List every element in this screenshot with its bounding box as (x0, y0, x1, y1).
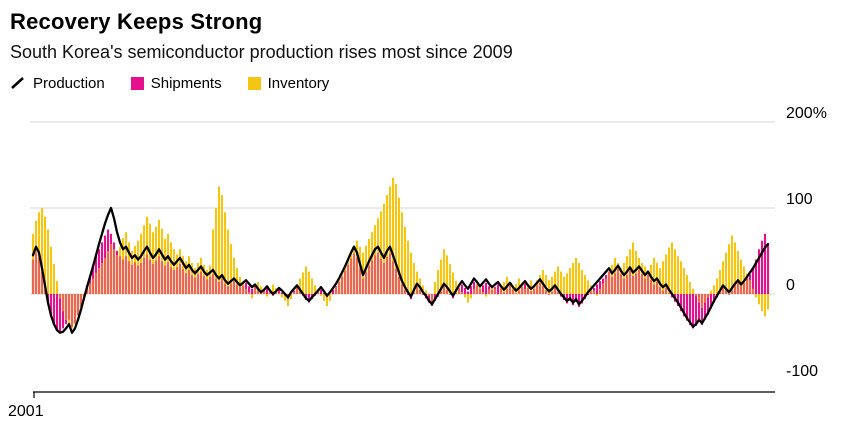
legend-label-inventory: Inventory (267, 74, 330, 92)
legend-item-shipments: Shipments (130, 74, 222, 92)
y-tick-label: -100 (786, 363, 818, 380)
production-line (31, 206, 770, 334)
x-axis-label: 2001 (8, 403, 44, 420)
legend-label-shipments: Shipments (150, 74, 222, 92)
chart-svg: 2001 200% 100 0 -100 (8, 105, 827, 420)
y-tick-label: 0 (786, 277, 795, 294)
legend-item-production: Production (10, 75, 105, 92)
legend-label-production: Production (33, 74, 105, 92)
production-line-icon (11, 77, 24, 89)
y-tick-label: 200% (786, 105, 827, 122)
chart-area: 2001 200% 100 0 -100 (0, 100, 868, 436)
overlap-series (31, 244, 755, 327)
y-tick-label: 100 (786, 191, 813, 208)
chart-title: Recovery Keeps Strong (10, 9, 263, 34)
x-axis: 2001 (8, 391, 775, 420)
inventory-swatch-icon (247, 76, 261, 90)
shipments-swatch-icon (130, 76, 144, 90)
chart-legend: Production Shipments Inventory (0, 63, 868, 92)
legend-item-inventory: Inventory (247, 74, 330, 92)
chart-header: Recovery Keeps Strong South Korea's semi… (0, 0, 868, 63)
y-axis-labels: 200% 100 0 -100 (786, 105, 827, 380)
chart-subtitle: South Korea's semiconductor production r… (10, 41, 513, 62)
